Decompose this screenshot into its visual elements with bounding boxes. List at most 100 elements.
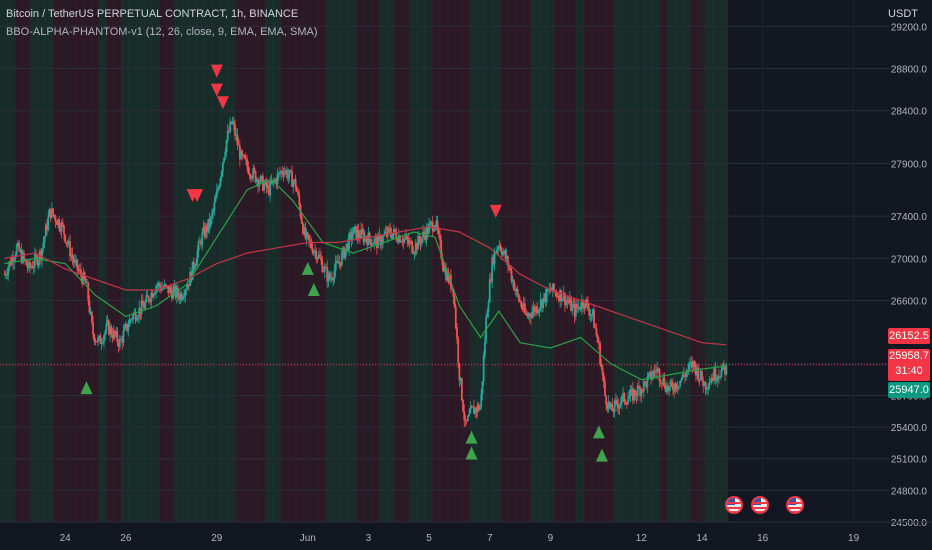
candle-body [27, 262, 30, 269]
candle-body [6, 275, 8, 277]
indicator-legend[interactable]: BBO-ALPHA-PHANTOM-v1 (12, 26, close, 9, … [6, 26, 318, 38]
candle-body [150, 292, 153, 302]
candle-body [219, 177, 222, 187]
candle-body [120, 338, 122, 340]
candle-body [513, 280, 515, 291]
candle-body [7, 267, 10, 276]
currency-unit[interactable]: USDT [888, 8, 918, 20]
candle-body [453, 296, 456, 307]
candle-body [481, 381, 484, 395]
zone-band [242, 0, 251, 522]
time-tick-label: 7 [487, 533, 493, 544]
candle-body [564, 292, 566, 306]
candle-body [214, 197, 217, 202]
candle-body [12, 257, 14, 263]
candle-body [668, 387, 671, 392]
candle-body [367, 232, 370, 246]
candle-body [542, 298, 544, 309]
candle-body [675, 383, 678, 389]
zone-band [288, 0, 297, 522]
candle-body [312, 251, 315, 254]
candle-body [505, 256, 508, 259]
candle-body [351, 234, 354, 240]
zone-band [720, 0, 729, 522]
candle-body [76, 259, 79, 270]
us-flag-icon[interactable] [786, 496, 804, 514]
candle-body [396, 239, 399, 243]
candle-body [479, 406, 481, 410]
price-tick-label: 27900.0 [891, 159, 928, 170]
time-axis[interactable]: 24 26 29 Jun 3 5 7 9 12 14 16 19 [0, 521, 932, 544]
candle-body [570, 298, 572, 311]
candle-body [653, 370, 656, 372]
candle-body [33, 254, 36, 266]
candle-body [715, 380, 718, 382]
zone-band [416, 0, 426, 522]
symbol-title[interactable]: Bitcoin / TetherUS PERPETUAL CONTRACT, 1… [6, 8, 299, 20]
candle-body [87, 282, 90, 301]
zone-band [303, 0, 312, 522]
candle-body [281, 171, 284, 174]
us-flag-icon[interactable] [751, 496, 769, 514]
candle-body [168, 287, 171, 294]
candle-body [491, 257, 494, 282]
candle-body [588, 309, 591, 316]
candle-body [158, 283, 161, 287]
price-tag-current: 25958.7 31:40 [888, 349, 930, 381]
price-tick-label: 27000.0 [891, 254, 928, 265]
zone-band [265, 0, 274, 522]
candle-body [164, 284, 167, 286]
candle-body [253, 168, 256, 172]
candle-body [128, 319, 131, 327]
candle-body [482, 355, 485, 382]
candle-body [19, 250, 22, 252]
candle-body [360, 229, 363, 239]
candle-body [622, 392, 625, 396]
candle-body [652, 370, 655, 377]
zone-band [371, 0, 380, 522]
us-flag-icon[interactable] [725, 496, 743, 514]
candle-body [48, 208, 51, 217]
candle-body [464, 419, 467, 421]
candle-body [679, 380, 682, 387]
candle-body [155, 286, 158, 293]
candle-body [539, 299, 542, 309]
candle-body [326, 267, 329, 282]
candle-body [547, 288, 549, 292]
candle-body [520, 301, 523, 307]
candle-body [357, 229, 360, 237]
candle-body [103, 335, 105, 343]
ema-line [4, 178, 727, 381]
candle-body [314, 250, 316, 252]
candle-body [141, 300, 144, 306]
time-tick-label: 19 [848, 533, 860, 544]
zone-band [212, 0, 221, 522]
zone-band [636, 0, 645, 522]
time-tick-label: Jun [300, 533, 316, 544]
candle-body [167, 285, 170, 294]
candle-body [704, 381, 707, 390]
zone-band [477, 0, 486, 522]
candle-body [221, 162, 224, 172]
candle-body [211, 213, 213, 218]
candle-body [614, 400, 617, 402]
candle-body [242, 155, 245, 157]
candle-body [508, 265, 511, 268]
candle-body [591, 309, 594, 315]
candle-body [500, 250, 503, 256]
sell-signal-marker [210, 83, 223, 97]
candle-body [241, 151, 244, 156]
candle-body [674, 383, 677, 392]
buy-signal-marker [465, 446, 478, 460]
candle-body [297, 191, 299, 195]
candle-body [551, 283, 554, 292]
candle-body [710, 378, 713, 382]
candle-body [419, 241, 422, 244]
candle-body [53, 214, 56, 217]
candle-body [59, 228, 62, 232]
zone-band [166, 0, 175, 522]
candle-body [196, 251, 199, 263]
zone-band [113, 0, 122, 522]
candle-body [470, 406, 473, 408]
